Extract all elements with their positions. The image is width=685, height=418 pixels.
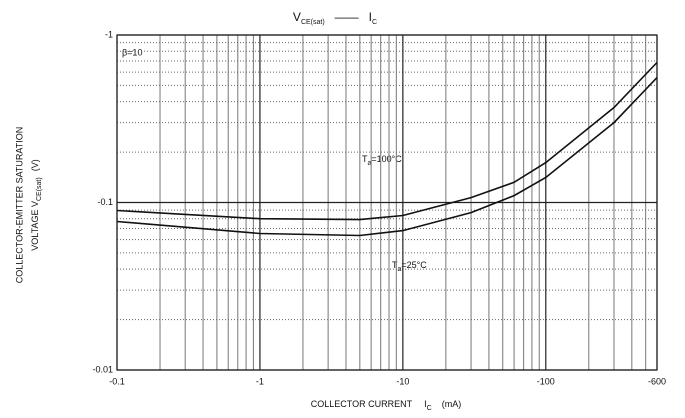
y-label-line: VOLTAGE VCE(sat)(V) — [30, 159, 42, 250]
chart-title: VCE(sat) —— IC — [293, 10, 377, 26]
y-label-line: COLLECTOR-EMITTER SATURATION — [14, 127, 24, 284]
annotation: β=10 — [122, 47, 142, 57]
y-axis-label: COLLECTOR-EMITTER SATURATION VOLTAGE VCE… — [14, 127, 42, 284]
x-tick-label: -10 — [396, 376, 409, 386]
x-tick-label: -100 — [537, 376, 555, 386]
annotation: Ta=100°C — [362, 154, 402, 166]
y-tick-label: -0.01 — [92, 364, 113, 374]
annotation: Ta=25°C — [392, 260, 427, 272]
y-tick-label: -1 — [105, 29, 113, 39]
series-line — [116, 61, 658, 221]
y-tick-label: -0.1 — [97, 197, 113, 207]
x-tick-label: -600 — [648, 376, 666, 386]
x-tick-label: -1 — [256, 376, 264, 386]
x-axis-label: COLLECTOR CURRENT IC (mA) — [311, 399, 461, 411]
series-line — [116, 77, 658, 237]
x-tick-label: -0.1 — [109, 376, 125, 386]
plot-frame — [116, 34, 658, 371]
